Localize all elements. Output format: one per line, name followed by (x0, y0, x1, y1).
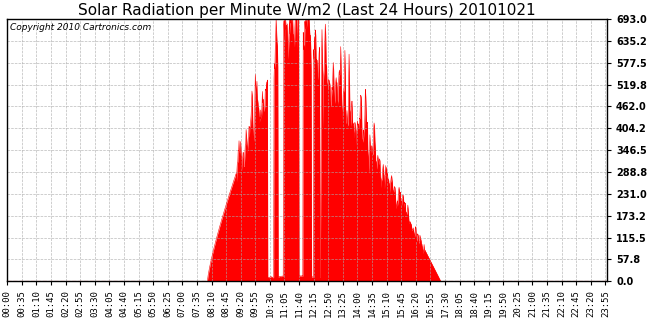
Text: Copyright 2010 Cartronics.com: Copyright 2010 Cartronics.com (10, 23, 151, 32)
Title: Solar Radiation per Minute W/m2 (Last 24 Hours) 20101021: Solar Radiation per Minute W/m2 (Last 24… (79, 3, 536, 18)
